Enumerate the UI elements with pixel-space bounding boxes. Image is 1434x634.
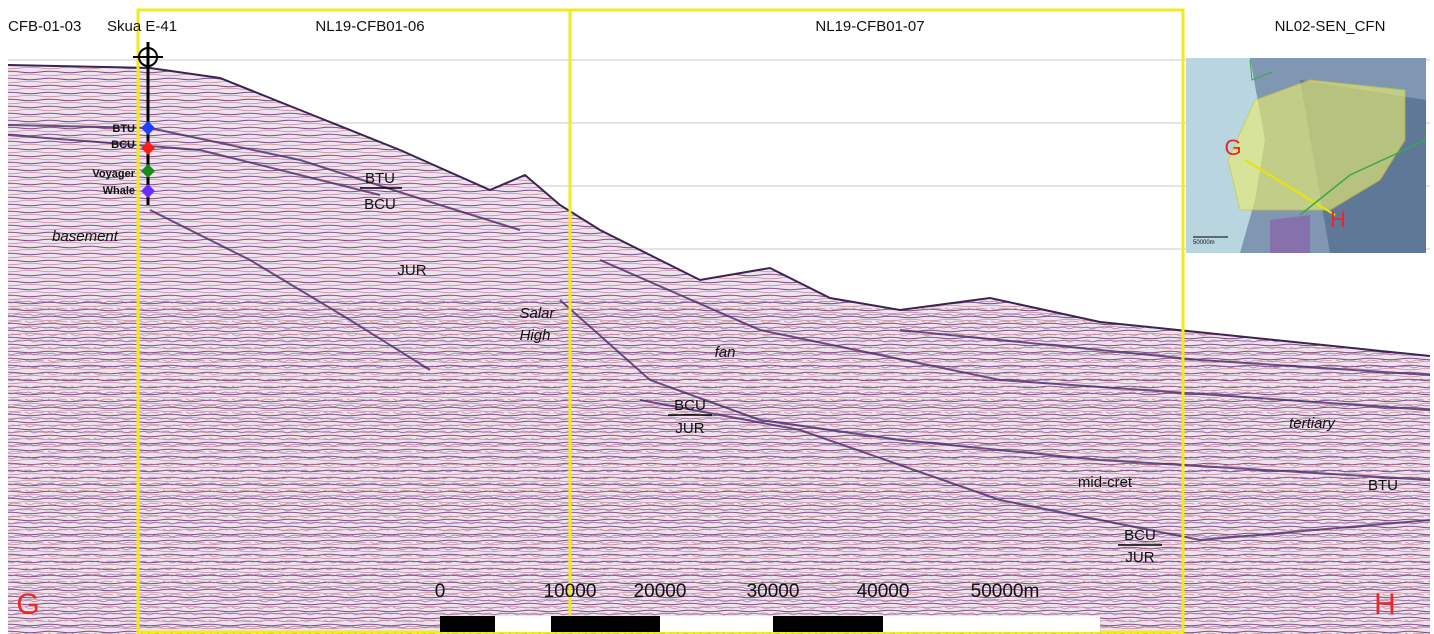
line-label: NL19-CFB01-06 (315, 18, 424, 35)
line-label: NL02-SEN_CFN (1275, 18, 1386, 35)
unit-label: basement (52, 228, 119, 245)
map-scale: 50000m (1193, 240, 1215, 246)
line-label: CFB-01-03 (8, 18, 81, 35)
feature-label: High (520, 327, 551, 344)
horizon-label: JUR (675, 420, 704, 437)
section-end: G (16, 588, 39, 621)
horizon-label: JUR (397, 262, 426, 279)
scale-label: 50000m (971, 581, 1040, 602)
scale-label: 10000 (544, 581, 597, 602)
scale-label: 0 (435, 581, 446, 602)
horizon-label: BCU (674, 397, 706, 414)
feature-label: Salar (519, 305, 555, 322)
well-marker: Voyager (92, 168, 135, 180)
well-marker: Whale (103, 185, 135, 197)
unit-label: tertiary (1289, 415, 1336, 432)
scale-bar (440, 616, 1100, 632)
well-marker: BCU (111, 139, 135, 151)
seafloor (7, 64, 1431, 357)
map-label: G (1224, 135, 1241, 160)
line-label: NL19-CFB01-07 (815, 18, 924, 35)
scale-label: 40000 (857, 581, 910, 602)
scale-label: 20000 (634, 581, 687, 602)
horizon-label: mid-cret (1078, 474, 1133, 491)
map-label: H (1330, 207, 1346, 232)
feature-label: fan (715, 344, 736, 361)
horizon-label: JUR (1125, 549, 1154, 566)
horizon-label: BCU (1124, 527, 1156, 544)
horizon-label: BTU (1368, 477, 1398, 494)
inset-map (1186, 58, 1427, 253)
well-name: Skua E-41 (107, 18, 177, 35)
well-marker: BTU (112, 123, 135, 135)
section-end: H (1374, 588, 1396, 621)
horizon-label: BTU (365, 170, 395, 187)
horizon-label: BCU (364, 196, 396, 213)
well (133, 42, 163, 205)
scale-label: 30000 (747, 581, 800, 602)
